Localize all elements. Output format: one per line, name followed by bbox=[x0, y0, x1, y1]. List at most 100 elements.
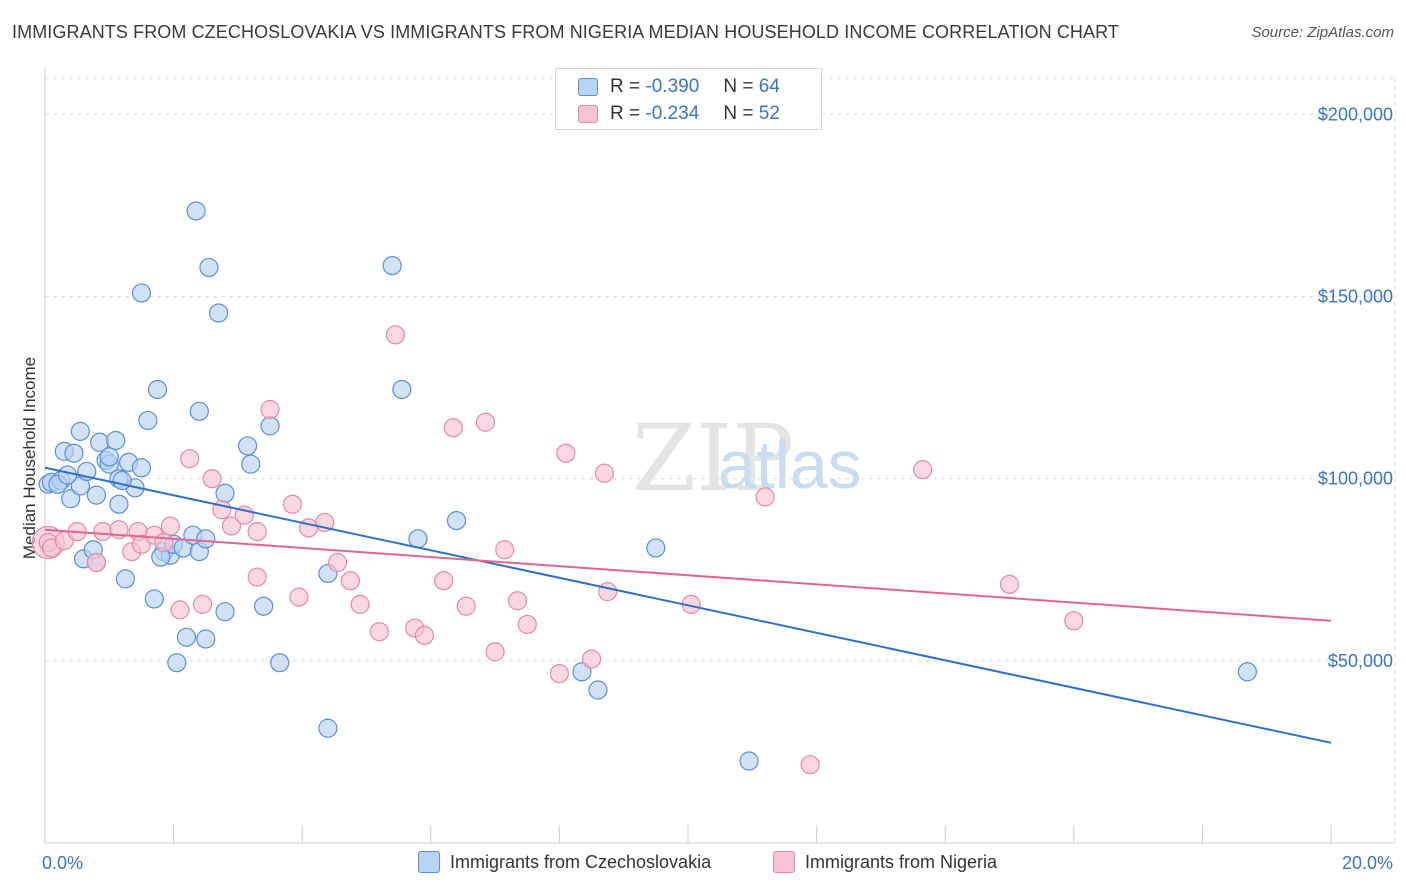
czechoslovakia-point bbox=[99, 447, 119, 467]
nigeria-point bbox=[475, 412, 496, 432]
czechoslovakia-point bbox=[646, 538, 666, 558]
nigeria-point bbox=[755, 487, 775, 507]
nigeria-point bbox=[221, 516, 242, 536]
czechoslovakia-point bbox=[215, 483, 235, 503]
nigeria-point bbox=[260, 399, 280, 420]
czechoslovakia-point bbox=[61, 489, 81, 509]
bottom-legend-swatch-czechoslovakia bbox=[418, 851, 440, 873]
tick-labels: $50,000 $100,000 $150,000 $200,000 0.0% 20.0% bbox=[42, 104, 1393, 873]
bottom-legend-label: Immigrants from Czechoslovakia bbox=[450, 851, 712, 872]
nigeria-point bbox=[93, 521, 113, 542]
legend-n-label: N = bbox=[723, 76, 754, 97]
czechoslovakia-point bbox=[115, 569, 135, 589]
czechoslovakia-point bbox=[739, 751, 759, 771]
legend-r-value: -0.234 bbox=[645, 103, 700, 124]
czechoslovakia-trend-line bbox=[44, 466, 1332, 744]
y-tick-label: $100,000 bbox=[1318, 469, 1393, 489]
czechoslovakia-point bbox=[382, 256, 402, 276]
czechoslovakia-point bbox=[196, 529, 216, 549]
nigeria-point bbox=[369, 622, 389, 642]
czechoslovakia-point bbox=[112, 470, 132, 491]
nigeria-point bbox=[170, 600, 190, 620]
nigeria-point bbox=[495, 540, 515, 560]
legend-n-label: N = bbox=[723, 103, 754, 124]
source-label: Source: ZipAtlas.com bbox=[1251, 24, 1394, 41]
legend-n-value: 64 bbox=[758, 76, 780, 97]
czechoslovakia-point bbox=[131, 458, 152, 478]
nigeria-point bbox=[1064, 611, 1084, 631]
czechoslovakia-point bbox=[186, 201, 206, 221]
czechoslovakia-point bbox=[392, 379, 412, 400]
nigeria-point bbox=[340, 571, 361, 591]
nigeria-point bbox=[160, 516, 180, 536]
czechoslovakia-point bbox=[408, 529, 428, 549]
nigeria-point bbox=[517, 614, 537, 635]
nigeria-point bbox=[594, 463, 615, 483]
legend-swatch-nigeria bbox=[578, 105, 598, 123]
nigeria-point bbox=[598, 582, 618, 602]
watermark-atlas: atlas bbox=[718, 427, 862, 503]
czechoslovakia-point bbox=[86, 485, 107, 505]
czechoslovakia-point bbox=[176, 627, 197, 647]
czechoslovakia-point bbox=[446, 511, 467, 531]
y-tick-label: $50,000 bbox=[1328, 651, 1393, 671]
y-tick-label: $150,000 bbox=[1318, 287, 1393, 307]
nigeria-point bbox=[247, 521, 267, 542]
czechoslovakia-point bbox=[588, 680, 608, 700]
nigeria-point bbox=[327, 552, 348, 573]
axes bbox=[44, 68, 1395, 844]
nigeria-point bbox=[289, 587, 309, 607]
nigeria-point bbox=[485, 642, 505, 662]
czechoslovakia-point bbox=[64, 443, 84, 463]
trend-lines bbox=[44, 466, 1332, 744]
nigeria-point bbox=[508, 591, 528, 611]
nigeria-point bbox=[999, 574, 1020, 594]
czechoslovakia-point bbox=[215, 602, 235, 622]
czechoslovakia-point bbox=[57, 465, 78, 485]
nigeria-point bbox=[154, 532, 174, 553]
nigeria-point bbox=[247, 567, 267, 587]
chart-title: IMMIGRANTS FROM CZECHOSLOVAKIA VS IMMIGR… bbox=[12, 22, 1120, 42]
czechoslovakia-point bbox=[147, 379, 168, 400]
legend-row-czechoslovakia: R = -0.390 N = 64 bbox=[578, 75, 780, 99]
nigeria-point bbox=[800, 755, 820, 775]
bottom-legend-swatch-nigeria bbox=[773, 851, 795, 873]
legend-row-nigeria: R = -0.234 N = 52 bbox=[578, 102, 780, 126]
czechoslovakia-point bbox=[254, 596, 274, 616]
bottom-legend: Immigrants from Czechoslovakia Immigrant… bbox=[0, 851, 1406, 877]
czechoslovakia-point bbox=[70, 421, 90, 441]
bottom-legend-nigeria: Immigrants from Nigeria bbox=[773, 851, 997, 873]
legend-n-value: 52 bbox=[758, 103, 780, 124]
nigeria-trend-line bbox=[44, 528, 1332, 622]
y-tick-label: $200,000 bbox=[1318, 104, 1393, 124]
nigeria-point bbox=[913, 460, 933, 480]
czechoslovakia-point bbox=[270, 653, 290, 673]
czechoslovakia-point bbox=[241, 454, 261, 474]
watermark: ZIP atlas bbox=[632, 405, 862, 512]
bottom-legend-czechoslovakia: Immigrants from Czechoslovakia bbox=[418, 851, 711, 873]
czechoslovakia-point bbox=[131, 283, 152, 303]
nigeria-point bbox=[180, 449, 200, 469]
czechoslovakia-point bbox=[109, 494, 129, 514]
czechoslovakia-point bbox=[209, 303, 229, 323]
nigeria-point bbox=[414, 625, 434, 645]
bottom-legend-label: Immigrants from Nigeria bbox=[805, 851, 998, 872]
nigeria-point bbox=[434, 571, 454, 591]
nigeria-point bbox=[202, 469, 222, 489]
czechoslovakia-point bbox=[318, 718, 338, 738]
legend-r-value: -0.390 bbox=[645, 76, 700, 97]
czechoslovakia-point bbox=[572, 662, 592, 682]
nigeria-point bbox=[86, 552, 107, 573]
stats-legend: R = -0.390 N = 64 R = -0.234 N = 52 bbox=[555, 68, 822, 130]
nigeria-point bbox=[192, 594, 213, 614]
x-tick-label: 20.0% bbox=[1342, 853, 1393, 873]
czechoslovakia-point bbox=[237, 436, 258, 456]
legend-r-label: R = bbox=[610, 76, 641, 97]
czechoslovakia-point bbox=[196, 629, 216, 649]
czechoslovakia-point bbox=[167, 653, 187, 673]
legend-r-label: R = bbox=[610, 103, 641, 124]
nigeria-point bbox=[282, 494, 303, 514]
x-tick-label: 0.0% bbox=[42, 853, 83, 873]
nigeria-point bbox=[581, 649, 602, 669]
